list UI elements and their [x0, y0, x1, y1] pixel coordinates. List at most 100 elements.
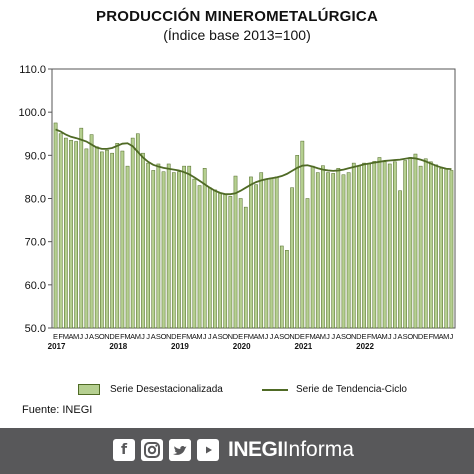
month-tick-label: N: [351, 332, 356, 341]
data-bar: [135, 133, 140, 329]
data-bar: [100, 151, 104, 329]
data-bar: [372, 161, 377, 329]
month-tick-label: M: [124, 332, 130, 341]
month-tick-label: F: [182, 332, 187, 341]
month-tick-label: J: [85, 332, 89, 341]
data-bar: [79, 127, 84, 329]
month-tick-label: N: [228, 332, 233, 341]
data-bar: [166, 163, 171, 329]
month-tick-label: M: [381, 332, 387, 341]
inegi-informa-logo: INEGIInforma: [228, 435, 354, 465]
data-bar: [213, 189, 217, 329]
data-bar: [351, 162, 356, 329]
month-tick-label: M: [309, 332, 315, 341]
month-tick-label: M: [186, 332, 192, 341]
month-tick-label: M: [371, 332, 377, 341]
footer-bar: f INEGIInforma: [0, 428, 474, 474]
data-bar: [125, 165, 130, 329]
data-bar: [156, 163, 161, 329]
data-bar: [69, 139, 73, 329]
month-tick-label: M: [258, 332, 264, 341]
data-bar: [84, 148, 89, 329]
year-tick-label: 2021: [294, 342, 312, 351]
month-tick-label: A: [315, 332, 320, 341]
month-tick-label: N: [413, 332, 418, 341]
data-bar: [429, 161, 433, 329]
y-tick-label: 90.0: [25, 150, 46, 162]
month-tick-label: S: [403, 332, 408, 341]
month-tick-label: J: [450, 332, 454, 341]
data-bar: [223, 193, 228, 329]
data-bar: [171, 172, 176, 329]
month-tick-label: F: [429, 332, 434, 341]
data-bar: [387, 163, 392, 329]
data-bar: [346, 172, 351, 329]
data-bar: [295, 155, 300, 329]
facebook-icon[interactable]: f: [113, 439, 135, 461]
legend-item-bars: Serie Desestacionalizada: [78, 384, 223, 395]
data-bar: [279, 245, 284, 329]
month-tick-label: O: [346, 332, 352, 341]
month-tick-label: E: [238, 332, 243, 341]
data-bar: [300, 140, 305, 329]
twitter-icon[interactable]: [169, 439, 191, 461]
month-tick-label: F: [367, 332, 372, 341]
data-bar: [58, 133, 63, 329]
month-tick-label: J: [208, 332, 212, 341]
data-bar: [439, 168, 443, 329]
data-bar: [233, 175, 238, 329]
month-tick-label: M: [135, 332, 141, 341]
month-tick-label: J: [79, 332, 83, 341]
y-tick-label: 100.0: [18, 107, 46, 119]
data-bar: [238, 198, 243, 329]
month-tick-label: S: [218, 332, 223, 341]
data-bar: [115, 143, 120, 329]
chart-legend: Serie Desestacionalizada Serie de Tenden…: [0, 381, 474, 401]
y-tick-label: 70.0: [25, 237, 46, 249]
month-tick-label: E: [362, 332, 367, 341]
month-tick-label: M: [63, 332, 69, 341]
data-bar: [94, 146, 99, 329]
month-tick-label: A: [254, 332, 259, 341]
month-tick-label: S: [341, 332, 346, 341]
data-bar: [367, 163, 372, 329]
data-bar: [434, 164, 438, 329]
month-tick-label: M: [248, 332, 254, 341]
month-tick-label: D: [109, 332, 115, 341]
y-tick-label: 60.0: [25, 280, 46, 292]
data-bar: [74, 141, 78, 329]
data-bar: [120, 150, 125, 329]
month-tick-label: J: [264, 332, 268, 341]
data-bar: [408, 157, 413, 329]
legend-label-line: Serie de Tendencia-Ciclo: [296, 384, 407, 395]
month-tick-label: D: [233, 332, 239, 341]
data-bar: [269, 177, 274, 329]
data-bar: [161, 171, 166, 329]
chart-title: PRODUCCIÓN MINEROMETALÚRGICA: [96, 8, 378, 25]
month-tick-label: S: [94, 332, 99, 341]
youtube-icon[interactable]: [197, 439, 219, 461]
month-tick-label: N: [104, 332, 109, 341]
instagram-icon[interactable]: [141, 439, 163, 461]
month-tick-label: D: [294, 332, 300, 341]
trend-line: [55, 128, 452, 196]
month-tick-label: M: [320, 332, 326, 341]
data-bar: [187, 165, 192, 329]
year-tick-label: 2017: [48, 342, 66, 351]
y-tick-label: 110.0: [19, 64, 46, 76]
data-bar: [243, 206, 248, 329]
month-tick-label: O: [222, 332, 228, 341]
data-bar: [377, 157, 382, 329]
month-tick-label: J: [146, 332, 150, 341]
y-tick-label: 50.0: [25, 323, 46, 335]
month-tick-label: J: [141, 332, 145, 341]
month-tick-label: A: [151, 332, 156, 341]
data-bar: [315, 172, 320, 329]
data-bar: [105, 149, 109, 329]
month-tick-label: A: [89, 332, 94, 341]
data-bar: [89, 134, 94, 329]
month-tick-label: O: [407, 332, 413, 341]
month-tick-label: A: [398, 332, 403, 341]
data-bar: [249, 176, 253, 329]
